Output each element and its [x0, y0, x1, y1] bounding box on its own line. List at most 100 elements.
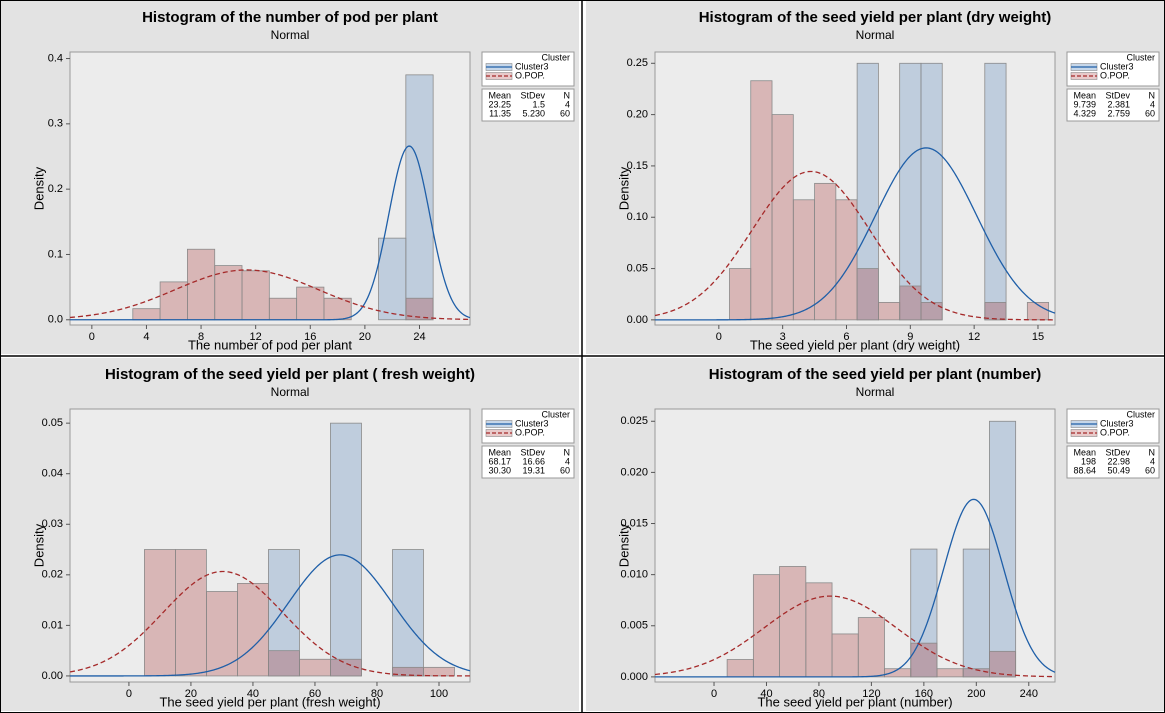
histogram-bar — [878, 302, 901, 321]
stats-value: 60 — [560, 465, 570, 475]
legend-label: Cluster3 — [515, 61, 549, 71]
stats-value: 4.329 — [1073, 108, 1096, 118]
legend-title: Cluster — [541, 52, 570, 62]
chart-title: Histogram of the seed yield per plant (d… — [699, 9, 1052, 26]
x-tick-label: 100 — [430, 688, 448, 700]
fit-curve — [654, 595, 1056, 678]
y-tick-label: 0.25 — [627, 57, 648, 69]
y-tick-label: 0.03 — [42, 518, 63, 530]
fit-curve — [655, 498, 1056, 678]
chart-title: Histogram of the seed yield per plant ( … — [105, 366, 475, 383]
histogram-bar — [910, 642, 938, 678]
legend-title: Cluster — [1126, 52, 1155, 62]
histogram-bar — [771, 114, 794, 321]
y-tick-label: 0.2 — [48, 183, 63, 195]
y-tick-label: 0.020 — [620, 466, 648, 478]
stats-header: N — [564, 90, 571, 100]
histogram-bar — [729, 268, 752, 321]
stats-value: 9.739 — [1073, 99, 1096, 109]
x-tick-label: 20 — [185, 688, 197, 700]
y-tick-label: 0.15 — [627, 160, 648, 172]
stats-value: 22.98 — [1107, 456, 1130, 466]
legend-label: O.POP. — [515, 70, 545, 80]
y-axis-label: Density — [31, 523, 46, 567]
x-axis-label: The seed yield per plant (fresh weight) — [159, 694, 380, 709]
chart-subtitle: Normal — [271, 385, 310, 399]
y-tick-label: 0.3 — [48, 118, 63, 130]
x-tick-label: 3 — [780, 331, 786, 343]
stats-value: 4 — [565, 99, 570, 109]
fit-curve — [69, 570, 470, 677]
x-tick-label: 9 — [907, 331, 913, 343]
histogram-bar — [984, 62, 1007, 321]
histogram-bar — [392, 549, 424, 677]
y-tick-label: 0.05 — [42, 417, 63, 429]
x-tick-label: 12 — [250, 331, 262, 343]
histogram-bar — [989, 420, 1017, 678]
stats-header: StDev — [520, 90, 545, 100]
histogram-bar — [936, 668, 964, 678]
x-tick-label: 0 — [89, 331, 95, 343]
histogram-bar — [814, 182, 837, 321]
plot-area — [654, 51, 1056, 326]
y-tick-label: 0.04 — [42, 468, 63, 480]
histogram-bar — [159, 281, 188, 321]
stats-header: Mean — [1073, 447, 1096, 457]
legend-label: Cluster3 — [1100, 418, 1134, 428]
x-tick-label: 15 — [1032, 331, 1044, 343]
chart-panel: Histogram of the seed yield per plant ( … — [1, 358, 579, 711]
chart-title: Histogram of the number of pod per plant — [142, 9, 438, 26]
stats-header: Mean — [1073, 90, 1096, 100]
legend-title: Cluster — [541, 409, 570, 419]
y-tick-label: 0.015 — [620, 517, 648, 529]
stats-header: N — [1149, 447, 1156, 457]
plot-area — [69, 408, 471, 683]
x-axis-label: The seed yield per plant (number) — [757, 694, 952, 709]
x-tick-label: 240 — [1020, 688, 1038, 700]
stats-value: 60 — [1145, 465, 1155, 475]
y-tick-label: 0.00 — [42, 670, 63, 682]
histogram-bar — [779, 566, 807, 678]
y-axis-label: Density — [616, 523, 631, 567]
legend-box — [1066, 408, 1160, 444]
stats-value: 2.759 — [1107, 108, 1130, 118]
x-tick-label: 40 — [247, 688, 259, 700]
y-tick-label: 0.4 — [48, 52, 63, 64]
histogram-bar — [750, 80, 773, 321]
legend-box — [481, 408, 575, 444]
histogram-bar — [984, 302, 1007, 321]
stats-value: 30.30 — [488, 465, 511, 475]
histogram-bar — [405, 74, 434, 321]
stats-header: Mean — [488, 447, 511, 457]
fit-curve — [69, 269, 471, 321]
x-tick-label: 20 — [359, 331, 371, 343]
y-tick-label: 0.005 — [620, 620, 648, 632]
x-tick-label: 24 — [413, 331, 425, 343]
x-tick-label: 0 — [711, 688, 717, 700]
y-tick-label: 0.02 — [42, 569, 63, 581]
stats-value: 2.381 — [1107, 99, 1130, 109]
histogram-bar — [187, 248, 216, 321]
legend-label: Cluster3 — [1100, 61, 1134, 71]
stats-box — [481, 88, 575, 122]
histogram-bar — [835, 199, 858, 321]
stats-value: 88.64 — [1073, 465, 1096, 475]
stats-value: 50.49 — [1107, 465, 1130, 475]
y-tick-label: 0.025 — [620, 415, 648, 427]
x-tick-label: 12 — [968, 331, 980, 343]
fit-curve — [655, 147, 1056, 321]
histogram-bar — [962, 548, 990, 678]
histogram-bar — [792, 199, 815, 321]
stats-box — [481, 445, 575, 479]
stats-box — [1066, 445, 1160, 479]
histogram-bar — [144, 549, 176, 677]
histogram-bar — [899, 62, 922, 321]
x-tick-label: 200 — [967, 688, 985, 700]
histogram-bar — [856, 268, 879, 321]
stats-value: 23.25 — [488, 99, 511, 109]
histogram-bar — [214, 265, 243, 321]
stats-header: StDev — [520, 447, 545, 457]
histogram-bar — [299, 658, 331, 677]
x-tick-label: 160 — [915, 688, 933, 700]
legend-title: Cluster — [1126, 409, 1155, 419]
